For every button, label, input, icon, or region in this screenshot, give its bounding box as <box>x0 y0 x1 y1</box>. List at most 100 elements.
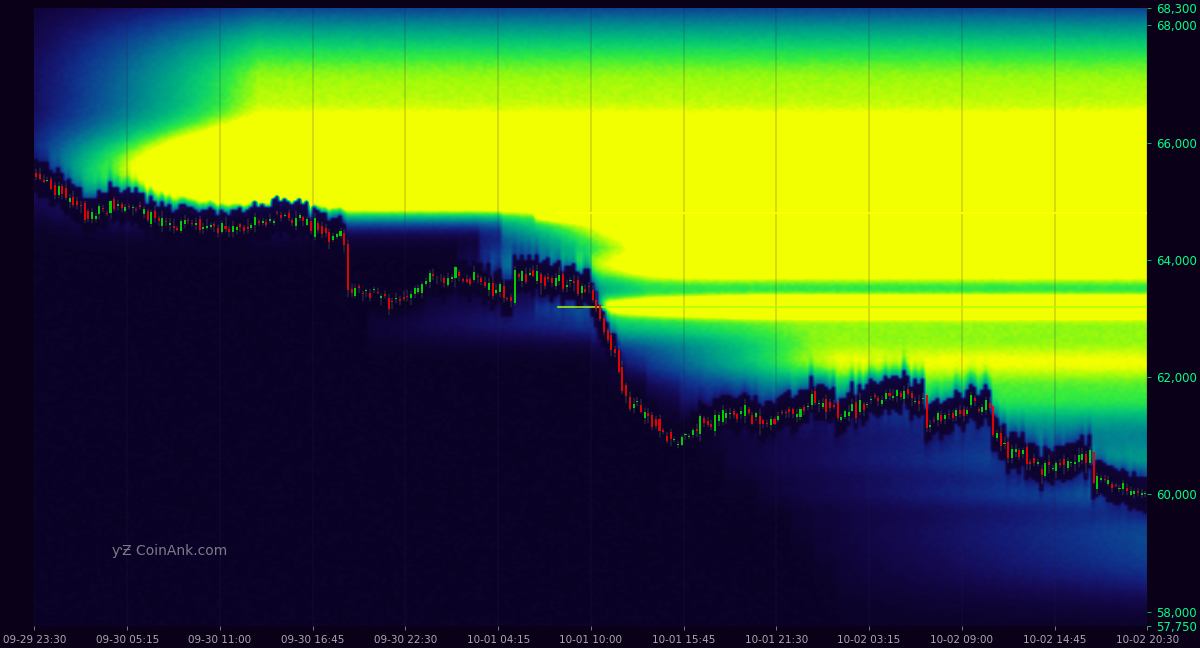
Bar <box>748 409 750 413</box>
Bar <box>421 284 424 293</box>
Bar <box>410 294 412 298</box>
Bar <box>1108 480 1109 483</box>
Bar <box>228 229 230 233</box>
Bar <box>602 318 605 332</box>
Bar <box>1092 452 1094 483</box>
Bar <box>844 411 846 417</box>
Bar <box>455 267 456 277</box>
Bar <box>343 233 346 246</box>
Bar <box>1129 491 1132 494</box>
Bar <box>295 218 298 226</box>
Bar <box>710 424 713 428</box>
Bar <box>992 406 995 435</box>
Bar <box>1145 492 1146 494</box>
Bar <box>737 414 738 419</box>
Bar <box>432 274 434 275</box>
Bar <box>547 277 550 279</box>
Bar <box>796 414 798 417</box>
Text: ƴƵ CoinAnk.com: ƴƵ CoinAnk.com <box>113 544 228 558</box>
Bar <box>1015 450 1016 452</box>
Bar <box>317 224 319 230</box>
Bar <box>292 220 293 223</box>
Bar <box>524 274 527 282</box>
Bar <box>35 173 37 177</box>
Bar <box>574 281 575 283</box>
Bar <box>952 413 954 418</box>
Bar <box>1126 488 1128 491</box>
Bar <box>1022 450 1024 454</box>
Bar <box>84 203 85 220</box>
Bar <box>696 429 697 432</box>
Bar <box>443 278 445 283</box>
Bar <box>803 407 805 411</box>
Bar <box>599 305 601 319</box>
Bar <box>340 231 342 236</box>
Bar <box>799 409 802 417</box>
Bar <box>884 393 887 399</box>
Bar <box>1040 469 1043 475</box>
Bar <box>187 220 190 221</box>
Bar <box>1111 484 1114 488</box>
Bar <box>136 209 138 210</box>
Bar <box>1044 463 1046 476</box>
Bar <box>1060 463 1061 465</box>
Bar <box>625 386 628 397</box>
Bar <box>366 290 367 292</box>
Bar <box>476 276 479 277</box>
Bar <box>1037 462 1039 464</box>
Bar <box>911 393 913 399</box>
Bar <box>551 278 553 283</box>
Bar <box>221 224 223 232</box>
Bar <box>856 402 857 418</box>
Bar <box>929 425 931 427</box>
Bar <box>269 219 271 220</box>
Bar <box>937 413 938 420</box>
Bar <box>329 231 330 242</box>
Bar <box>517 274 520 277</box>
Bar <box>700 416 701 434</box>
Bar <box>766 423 768 424</box>
Bar <box>214 224 215 226</box>
Bar <box>847 411 850 415</box>
Bar <box>826 399 828 411</box>
Bar <box>944 415 946 419</box>
Bar <box>184 220 186 224</box>
Bar <box>1010 449 1013 457</box>
Bar <box>358 286 360 288</box>
Bar <box>788 410 791 412</box>
Bar <box>40 174 41 179</box>
Bar <box>106 213 108 214</box>
Bar <box>1067 461 1068 468</box>
Bar <box>43 180 44 182</box>
Bar <box>95 216 97 218</box>
Bar <box>1097 476 1098 489</box>
Bar <box>1019 450 1020 457</box>
Bar <box>299 215 301 218</box>
Bar <box>47 180 48 181</box>
Bar <box>851 404 853 411</box>
Bar <box>892 395 894 399</box>
Bar <box>1133 491 1135 494</box>
Bar <box>1104 478 1105 480</box>
Bar <box>769 419 772 426</box>
Bar <box>907 389 910 394</box>
Bar <box>962 409 965 416</box>
Bar <box>284 215 286 216</box>
Bar <box>955 410 958 416</box>
Bar <box>98 206 101 214</box>
Bar <box>721 410 724 422</box>
Bar <box>54 185 56 194</box>
Bar <box>611 336 612 351</box>
Bar <box>272 221 275 223</box>
Bar <box>792 409 794 413</box>
Bar <box>670 432 672 439</box>
Bar <box>714 415 716 432</box>
Bar <box>774 419 775 424</box>
Bar <box>350 289 353 293</box>
Bar <box>113 199 115 209</box>
Bar <box>533 270 534 275</box>
Bar <box>473 272 475 281</box>
Bar <box>210 225 211 227</box>
Bar <box>162 218 163 226</box>
Bar <box>744 405 746 416</box>
